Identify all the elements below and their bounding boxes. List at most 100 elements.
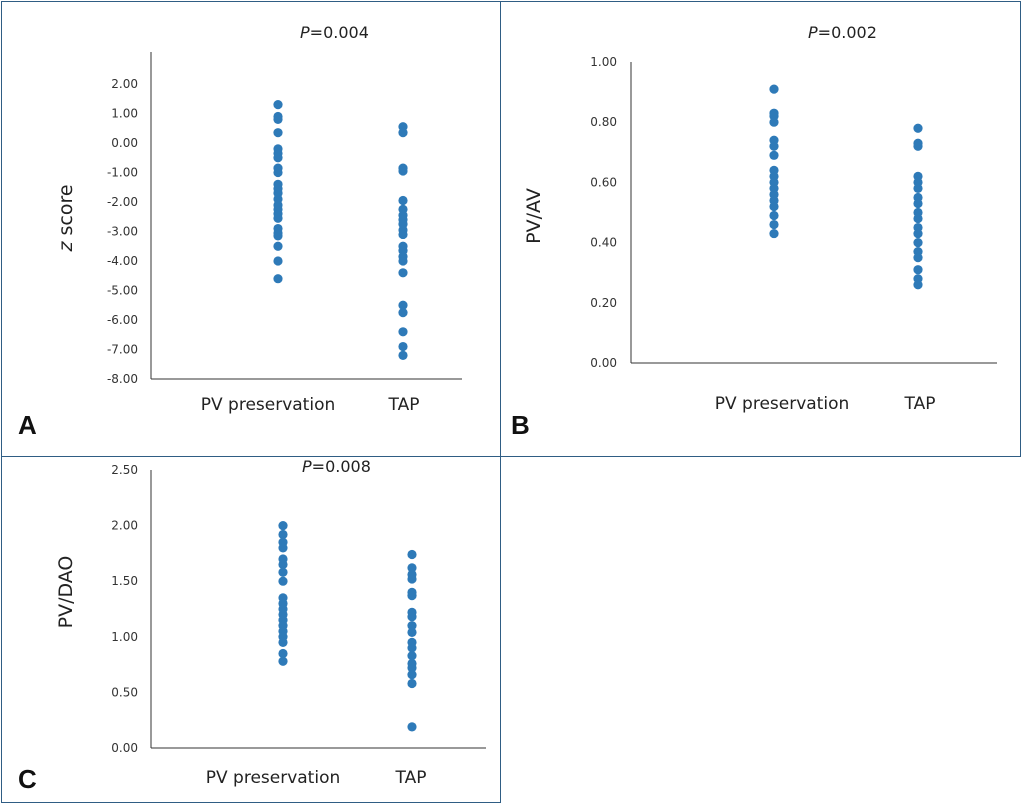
panel-b-frame (500, 1, 1021, 457)
panel-a-point-tap (398, 350, 408, 360)
panel-a-ytick: 1.00 (111, 107, 138, 121)
panel-b-ytick: 0.40 (590, 236, 617, 250)
panel-c-point-pv-preservation (278, 529, 288, 540)
panel-a-point-pv-preservation (273, 274, 283, 284)
panel-b: P=0.002 PV/AV 1.00 0.80 0.60 0.40 0.20 0.00 P… (511, 23, 997, 440)
panel-a-ytick: 2.00 (111, 77, 138, 91)
panel-b-point-tap (913, 183, 923, 194)
panel-a-point-tap (398, 166, 408, 176)
panel-a-ytick: -2.00 (107, 195, 138, 209)
panel-a-point-tap (398, 327, 408, 337)
panel-c-ytick: 0.00 (111, 741, 138, 755)
panel-a: P=0.004 z score 2.00 1.00 0.00 -1.00 -2.00 -3… (18, 23, 462, 440)
panel-c-cat-tap: TAP (395, 768, 427, 788)
panel-a-ytick: 0.00 (111, 136, 138, 150)
panel-c-title-value: =0.008 (312, 457, 371, 476)
panel-b-point-tap (913, 123, 923, 133)
panel-c-point-tap (407, 621, 417, 631)
panel-b-point-tap (913, 213, 923, 224)
panel-a-title-value: =0.004 (310, 23, 369, 42)
panel-c-point-pv-preservation (278, 559, 288, 570)
panel-c-point-tap (407, 563, 417, 573)
panel-b-ytick: 0.80 (590, 115, 617, 129)
panel-c-point-tap (407, 591, 417, 601)
panel-a-point-pv-preservation (273, 100, 283, 110)
panel-b-point-tap (913, 253, 923, 263)
panel-c-point-tap (407, 678, 417, 689)
panel-a-ytick: -3.00 (107, 225, 138, 239)
panel-a-point-pv-preservation (273, 213, 283, 223)
panel-b-point-pv-preservation (769, 117, 779, 127)
panel-a-point-tap (398, 341, 408, 352)
panel-a-ytick: -8.00 (107, 372, 138, 386)
panel-c-frame (1, 456, 501, 803)
panel-b-ytick: 0.20 (590, 296, 617, 310)
panel-a-point-pv-preservation (273, 167, 283, 178)
panel-c-ytick: 1.00 (111, 630, 138, 644)
panel-a-point-tap (398, 229, 408, 240)
panel-b-point-tap (913, 228, 923, 239)
panel-a-point-pv-preservation (273, 128, 283, 138)
panel-a-point-tap (398, 300, 408, 310)
panel-c-point-tap (407, 722, 417, 732)
panel-c-point-tap (407, 663, 417, 673)
panel-b-point-tap (913, 265, 923, 275)
panel-b-point-pv-preservation (769, 150, 779, 160)
panel-a-cat-pv: PV preservation (201, 395, 336, 415)
panel-c-point-pv-preservation (278, 543, 288, 553)
panel-c-point-tap (407, 643, 417, 653)
panel-b-point-pv-preservation (769, 84, 779, 94)
panel-a-point-tap (398, 195, 408, 206)
panel-b-point-tap (913, 198, 923, 209)
panel-a-ylabel-prefix: z (55, 241, 77, 253)
panel-b-point-pv-preservation (769, 228, 779, 239)
panel-b-ytick: 0.00 (590, 356, 617, 370)
panel-c-point-pv-preservation (278, 648, 288, 659)
panel-a-ytick: -6.00 (107, 313, 138, 327)
panel-c: P=0.008 PV/DAO 2.502.001.501.000.500.00 … (18, 457, 486, 794)
panel-b-point-pv-preservation (769, 210, 779, 221)
panel-c-point-pv-preservation (278, 576, 288, 586)
panel-c-ytick: 2.00 (111, 519, 138, 533)
panel-a-point-pv-preservation (273, 231, 283, 241)
panel-c-point-tap (407, 651, 417, 661)
panel-c-title-p: P (302, 457, 312, 476)
panel-c-title: P=0.008 (302, 457, 371, 476)
panel-a-point-tap (398, 256, 408, 266)
panel-b-point-pv-preservation (769, 201, 779, 212)
panel-a-point-pv-preservation (273, 241, 283, 251)
panel-a-point-pv-preservation (273, 256, 283, 266)
panel-a-ytick: -4.00 (107, 254, 138, 268)
panel-c-point-tap (407, 627, 417, 637)
panel-a-point-tap (398, 128, 408, 138)
panel-c-point-tap (407, 549, 417, 560)
panel-a-title: P=0.004 (300, 23, 369, 42)
panel-c-point-pv-preservation (278, 567, 288, 577)
panel-c-point-tap (407, 670, 417, 680)
panel-c-point-pv-preservation (278, 521, 288, 531)
panel-c-point-pv-preservation (278, 637, 288, 647)
panel-c-cat-pv: PV preservation (206, 768, 341, 788)
panel-b-ylabel: PV/AV (523, 188, 545, 244)
panel-a-ytick: -5.00 (107, 284, 138, 298)
panel-c-ytick: 2.50 (111, 463, 138, 477)
panel-a-cat-tap: TAP (388, 395, 420, 415)
panel-a-ytick: -7.00 (107, 343, 138, 357)
panel-b-title: P=0.002 (808, 23, 877, 42)
panel-b-title-value: =0.002 (818, 23, 877, 42)
panel-b-ytick: 0.60 (590, 175, 617, 189)
panel-b-cat-tap: TAP (904, 394, 936, 414)
panel-a-title-p: P (300, 23, 310, 42)
panel-b-point-tap (913, 141, 923, 151)
panel-c-ytick: 0.50 (111, 685, 138, 699)
panel-b-ytick: 1.00 (590, 55, 617, 69)
panel-c-label: C (18, 764, 37, 794)
panel-c-point-pv-preservation (278, 656, 288, 666)
panel-b-title-p: P (808, 23, 818, 42)
panel-b-label: B (511, 410, 530, 440)
panel-b-point-pv-preservation (769, 219, 779, 230)
panel-c-point-tap (407, 574, 417, 584)
panel-a-point-tap (398, 308, 408, 318)
panel-b-point-pv-preservation (769, 141, 779, 151)
